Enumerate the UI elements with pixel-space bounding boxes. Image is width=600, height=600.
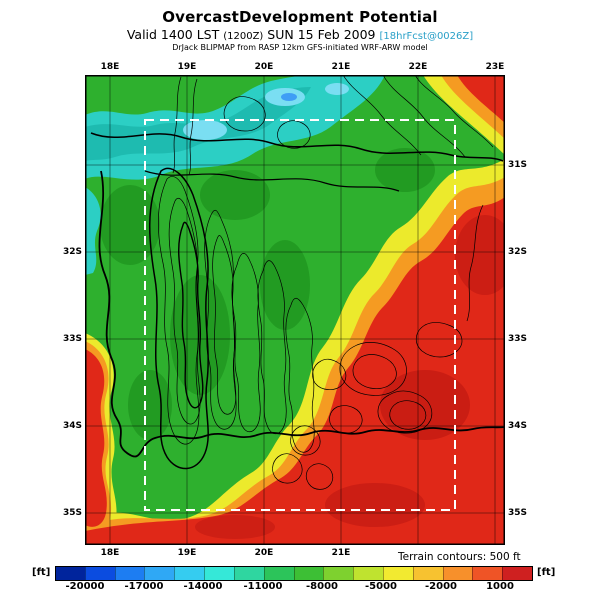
colorbar-unit-right: [ft] bbox=[537, 567, 556, 578]
colorbar-segment bbox=[323, 567, 354, 580]
colorbar-unit-left: [ft] bbox=[32, 567, 51, 578]
lat-label-left: 35S bbox=[62, 508, 82, 518]
lon-label-bottom: 21E bbox=[331, 548, 351, 558]
colorbar-label: -2000 bbox=[425, 581, 457, 592]
lat-label-left: 34S bbox=[62, 421, 82, 431]
terrain-contours bbox=[90, 74, 504, 490]
colorbar-label: 1000 bbox=[486, 581, 514, 592]
colorbar-label: -8000 bbox=[306, 581, 338, 592]
map-svg bbox=[85, 74, 515, 545]
valid-fcst: [18hrFcst@0026Z] bbox=[379, 31, 474, 42]
colorbar-segment bbox=[263, 567, 294, 580]
domain-box bbox=[144, 119, 456, 511]
cool-region bbox=[85, 75, 385, 275]
lon-label-top: 18E bbox=[100, 62, 120, 72]
lon-label-bottom: 18E bbox=[100, 548, 120, 558]
lon-label-top: 23E bbox=[485, 62, 505, 72]
colorbar-segment bbox=[114, 567, 145, 580]
graticule-grid bbox=[85, 75, 505, 545]
forecast-map bbox=[85, 74, 515, 545]
lon-label-bottom: 19E bbox=[177, 548, 197, 558]
colorbar-label: -11000 bbox=[243, 581, 283, 592]
model-line: DrJack BLIPMAP from RASP 12km GFS-initia… bbox=[172, 43, 428, 52]
lon-label-top: 19E bbox=[177, 62, 197, 72]
valid-date: SUN 15 Feb 2009 bbox=[263, 27, 380, 42]
colorbar-segment bbox=[293, 567, 324, 580]
map-border bbox=[85, 75, 505, 545]
lon-label-top: 22E bbox=[408, 62, 428, 72]
coastline bbox=[98, 170, 506, 458]
colorbar-segment bbox=[442, 567, 473, 580]
colorbar-segment bbox=[382, 567, 413, 580]
colorbar-segment bbox=[84, 567, 115, 580]
lon-label-top: 20E bbox=[254, 62, 274, 72]
lon-label-bottom: 20E bbox=[254, 548, 274, 558]
colorbar-label: -20000 bbox=[65, 581, 105, 592]
terrain-note: Terrain contours: 500 ft bbox=[398, 551, 521, 563]
lat-label-right: 33S bbox=[508, 334, 528, 344]
colorbar-segment bbox=[174, 567, 205, 580]
page-title: OvercastDevelopment Potential bbox=[162, 8, 438, 26]
colorbar-segment bbox=[502, 567, 532, 580]
valid-line: Valid 1400 LST (1200Z) SUN 15 Feb 2009 [… bbox=[0, 27, 600, 42]
lat-label-right: 32S bbox=[508, 247, 528, 257]
lat-label-right: 35S bbox=[508, 508, 528, 518]
lat-label-left: 32S bbox=[62, 247, 82, 257]
warm-region bbox=[85, 75, 515, 545]
colorbar-label: -5000 bbox=[365, 581, 397, 592]
colorbar-segment bbox=[56, 567, 85, 580]
lat-label-right: 34S bbox=[508, 421, 528, 431]
colorbar-segment bbox=[204, 567, 234, 580]
lat-label-left: 33S bbox=[62, 334, 82, 344]
colorbar-segment bbox=[472, 567, 503, 580]
colorbar-segments bbox=[55, 566, 533, 581]
colorbar-segment bbox=[353, 567, 383, 580]
colorbar-segment bbox=[412, 567, 443, 580]
colorbar-segment bbox=[144, 567, 175, 580]
colorbar-label: -14000 bbox=[183, 581, 223, 592]
valid-zulu: (1200Z) bbox=[223, 31, 264, 42]
colorbar-segment bbox=[233, 567, 264, 580]
lon-label-top: 21E bbox=[331, 62, 351, 72]
lat-label-right: 31S bbox=[508, 160, 528, 170]
valid-prefix: Valid 1400 LST bbox=[126, 27, 224, 42]
colorbar-label: -17000 bbox=[124, 581, 164, 592]
